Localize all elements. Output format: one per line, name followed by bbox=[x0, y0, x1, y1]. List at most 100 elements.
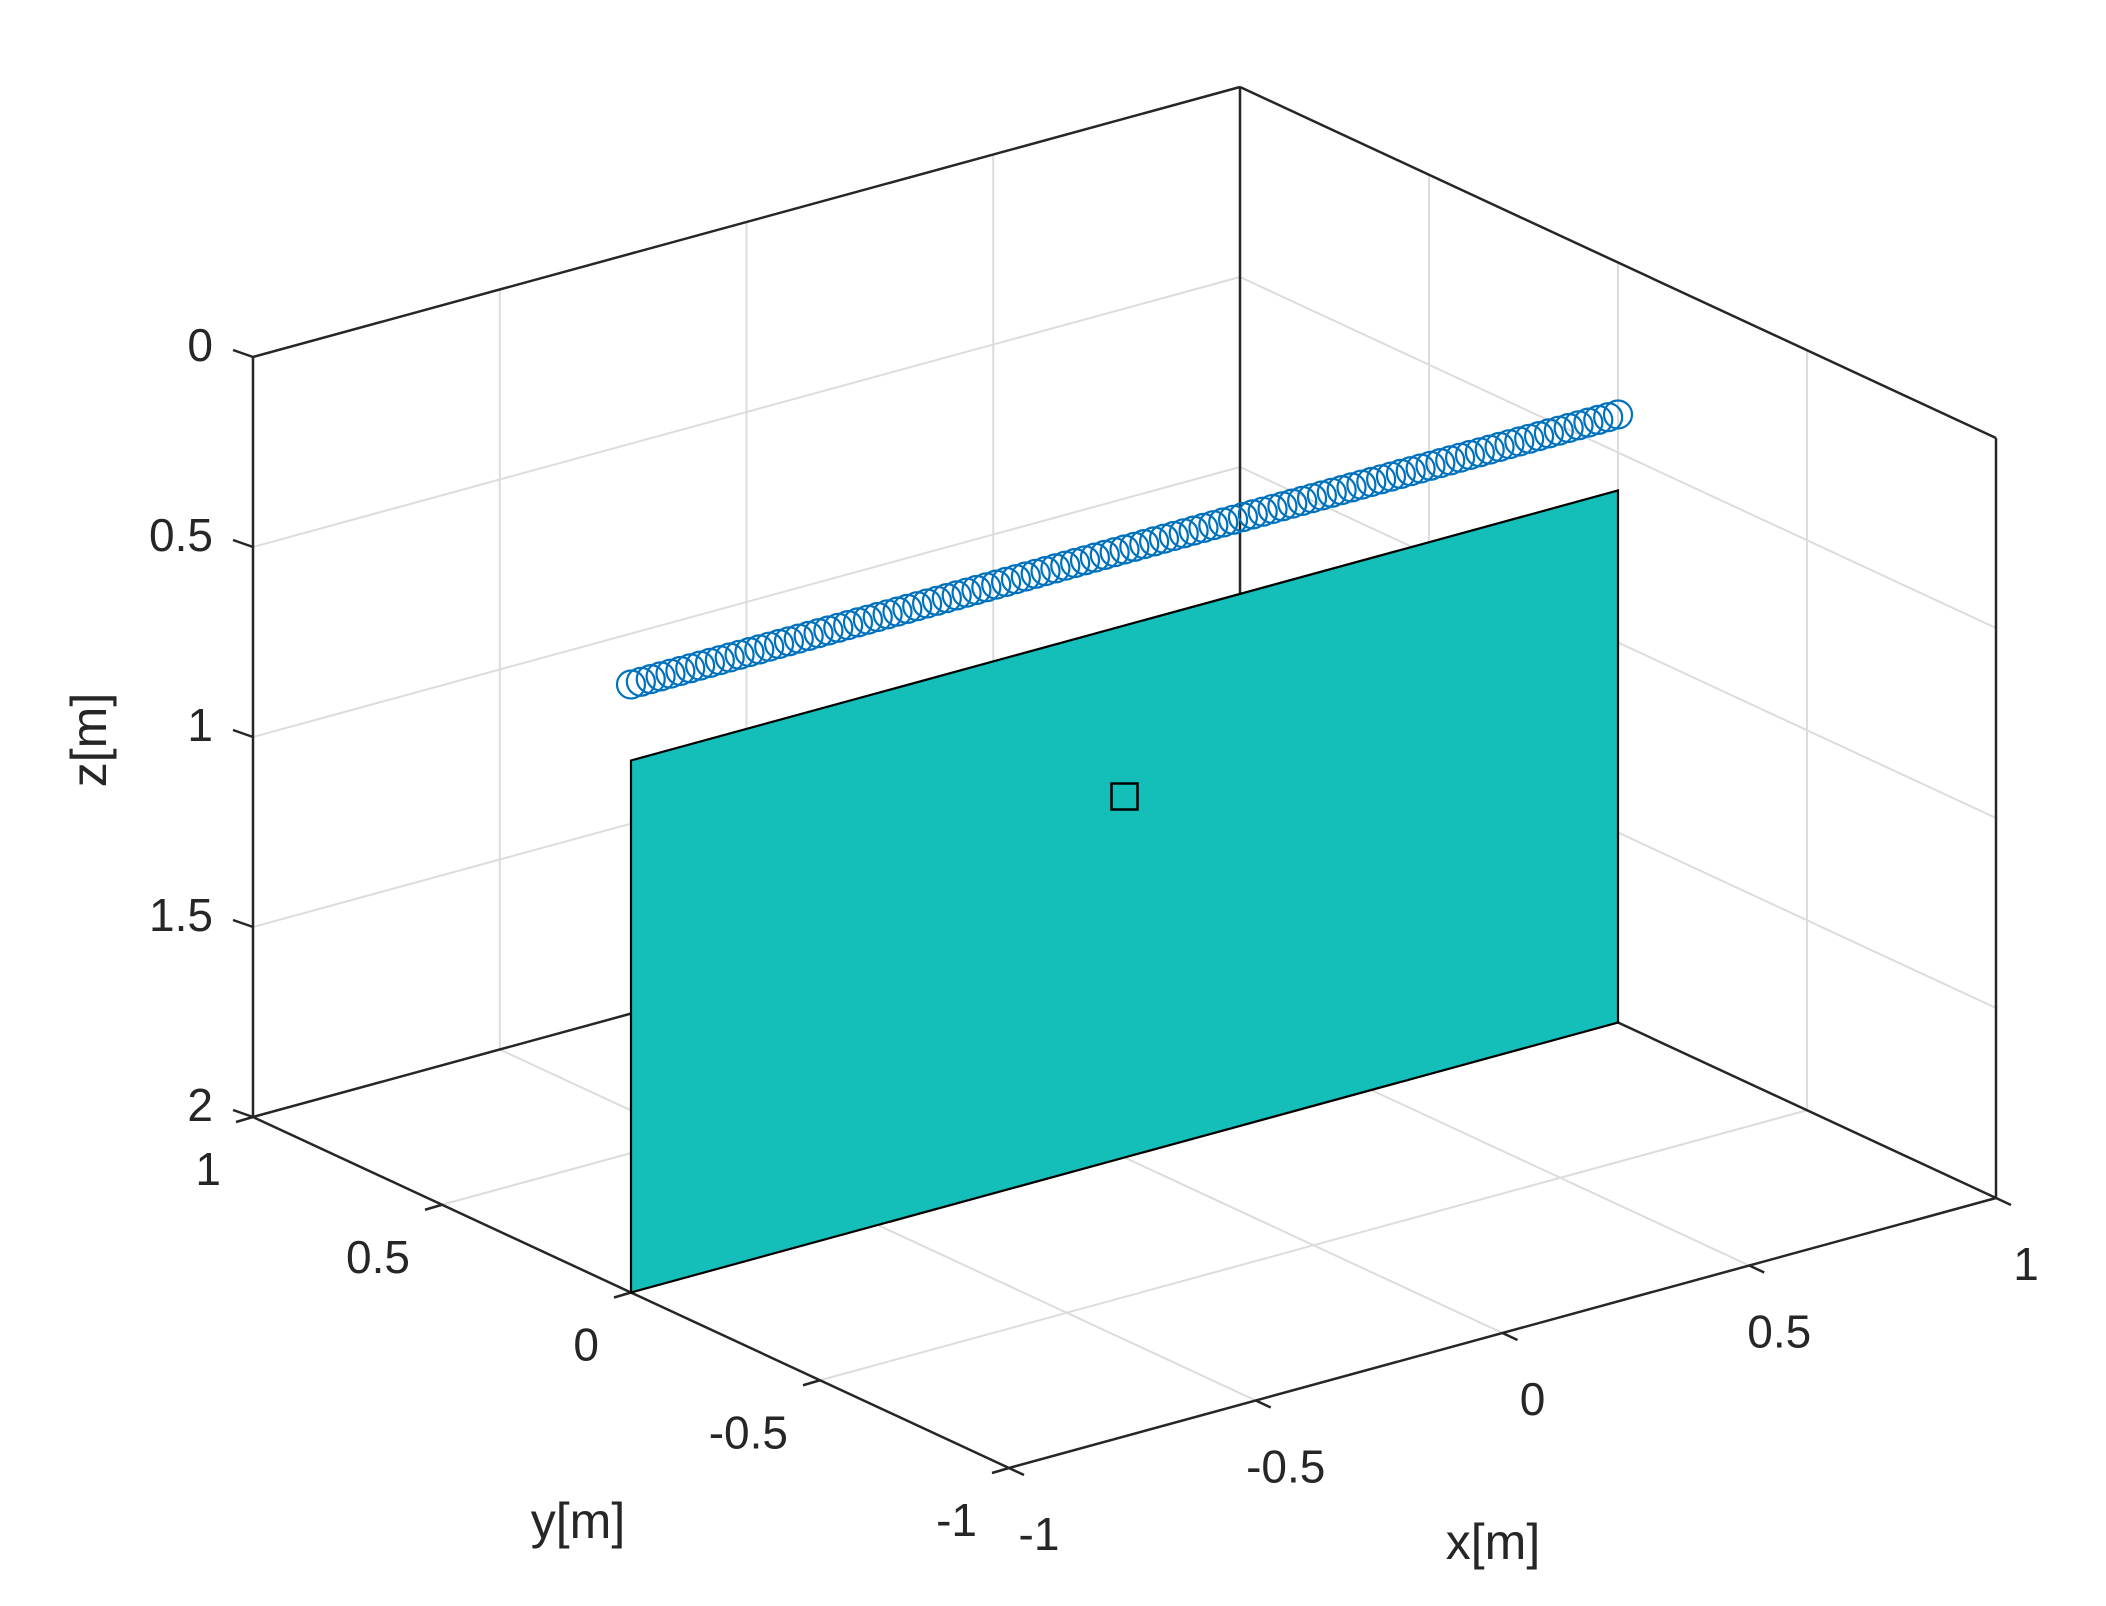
z-tick-mark bbox=[232, 538, 254, 549]
circle-marker bbox=[1336, 472, 1367, 503]
circle-marker bbox=[1129, 528, 1160, 560]
circle-marker bbox=[1444, 442, 1476, 473]
z-tick-mark bbox=[232, 728, 254, 739]
circle-marker bbox=[1385, 458, 1416, 489]
circle-marker bbox=[981, 569, 1012, 600]
circle-marker bbox=[625, 666, 656, 697]
circle-marker bbox=[1602, 399, 1634, 430]
y-tick-label: 0.5 bbox=[346, 1231, 410, 1283]
marker-layer bbox=[1110, 782, 1139, 811]
circle-marker bbox=[882, 596, 913, 627]
circle-marker bbox=[615, 669, 647, 700]
circle-marker bbox=[744, 634, 775, 665]
circle-marker bbox=[961, 574, 992, 606]
z-axis-label: z[m] bbox=[61, 693, 117, 787]
circle-marker bbox=[1237, 499, 1268, 530]
circle-marker bbox=[1020, 558, 1051, 589]
circle-marker bbox=[773, 626, 805, 657]
circle-marker bbox=[1553, 412, 1584, 444]
y-tick-label: 1 bbox=[195, 1143, 221, 1195]
x-tick-mark bbox=[1008, 1466, 1025, 1477]
circle-marker bbox=[763, 628, 795, 660]
circle-marker bbox=[1514, 423, 1545, 454]
grid-line-side-z bbox=[1239, 276, 1997, 629]
x-tick-label: 0.5 bbox=[1747, 1306, 1811, 1358]
circle-marker bbox=[990, 566, 1022, 598]
circle-marker bbox=[1217, 504, 1249, 535]
circle-marker bbox=[1405, 453, 1436, 484]
circle-marker bbox=[754, 631, 785, 662]
x-tick-mark bbox=[1501, 1331, 1519, 1342]
y-tick-label: 0 bbox=[573, 1319, 599, 1371]
circle-marker bbox=[1109, 534, 1140, 565]
z-tick-mark bbox=[232, 1108, 254, 1119]
circle-marker bbox=[704, 645, 735, 676]
y-tick-mark bbox=[802, 1379, 821, 1387]
circle-marker bbox=[1504, 426, 1535, 457]
circle-marker bbox=[694, 647, 726, 679]
y-tick-mark bbox=[991, 1466, 1010, 1475]
y-tick-mark bbox=[613, 1291, 632, 1299]
circle-marker bbox=[1010, 561, 1041, 592]
z-tick-label: 2 bbox=[187, 1079, 213, 1131]
grid-line-floor-y bbox=[819, 1109, 1808, 1382]
circle-marker bbox=[714, 642, 745, 673]
circle-marker bbox=[1375, 461, 1407, 492]
circle-marker bbox=[1326, 475, 1357, 506]
circle-marker bbox=[813, 615, 844, 646]
circle-marker bbox=[1168, 518, 1199, 549]
circle-marker bbox=[655, 658, 686, 689]
circle-marker bbox=[1208, 507, 1239, 538]
series-layer bbox=[615, 399, 1634, 700]
circle-marker bbox=[1583, 404, 1614, 435]
x-tick-label: -1 bbox=[1019, 1508, 1060, 1560]
z-tick-label: 1 bbox=[187, 699, 213, 751]
square-marker bbox=[1110, 782, 1139, 811]
circle-marker bbox=[1060, 547, 1091, 579]
circle-marker bbox=[1494, 429, 1525, 460]
circle-marker bbox=[684, 650, 716, 681]
circle-marker bbox=[1425, 448, 1456, 479]
circle-marker bbox=[1119, 531, 1150, 562]
y-tick-mark bbox=[235, 1115, 254, 1124]
circle-marker bbox=[1178, 515, 1209, 546]
circle-marker bbox=[1296, 483, 1328, 514]
circle-marker bbox=[921, 585, 953, 616]
circle-marker bbox=[1484, 431, 1515, 462]
circle-marker bbox=[951, 577, 982, 608]
circle-marker bbox=[1523, 421, 1555, 452]
y-tick-mark bbox=[424, 1203, 443, 1211]
y-tick-label: -1 bbox=[936, 1494, 977, 1546]
circle-marker bbox=[645, 661, 676, 692]
circle-marker bbox=[1316, 477, 1347, 508]
circle-marker bbox=[833, 609, 864, 641]
circle-marker bbox=[1395, 456, 1426, 487]
circle-marker bbox=[1464, 437, 1495, 468]
z-tick-label: 0 bbox=[187, 319, 213, 371]
circle-marker bbox=[724, 639, 755, 670]
circle-marker bbox=[635, 663, 666, 695]
z-tick-mark bbox=[232, 918, 254, 929]
circle-marker bbox=[872, 599, 903, 630]
y-tick-label: -0.5 bbox=[709, 1406, 788, 1458]
circle-marker bbox=[823, 612, 854, 643]
x-axis-label: x[m] bbox=[1446, 1514, 1540, 1570]
circle-marker bbox=[665, 655, 696, 687]
circle-marker bbox=[1356, 466, 1387, 498]
circle-marker bbox=[852, 604, 883, 635]
grid-line-back-z bbox=[252, 276, 1241, 548]
circle-marker bbox=[1030, 555, 1061, 587]
x-tick-label: -0.5 bbox=[1246, 1441, 1325, 1493]
circle-marker bbox=[1040, 553, 1071, 584]
circle-marker bbox=[1188, 512, 1219, 544]
circle-marker bbox=[1474, 434, 1505, 465]
circle-marker bbox=[1099, 537, 1130, 568]
x-tick-label: 0 bbox=[1520, 1373, 1546, 1425]
circle-marker bbox=[1277, 488, 1308, 519]
circle-marker bbox=[842, 607, 874, 638]
circle-marker bbox=[1198, 510, 1229, 541]
circle-marker bbox=[675, 653, 706, 684]
circle-marker bbox=[793, 620, 824, 652]
circle-marker bbox=[1089, 539, 1120, 571]
